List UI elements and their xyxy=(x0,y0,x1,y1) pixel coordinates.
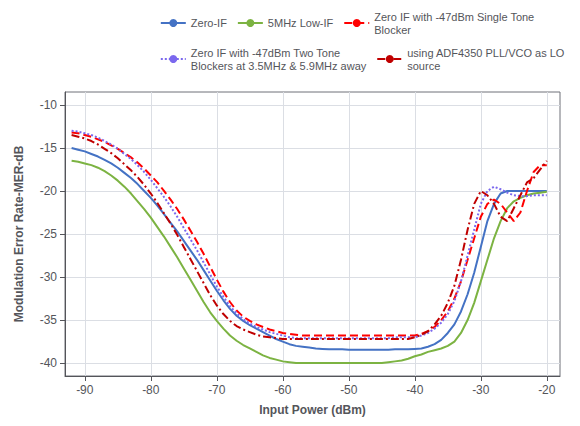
svg-text:Blockers at 3.5MHz & 5.9MHz aw: Blockers at 3.5MHz & 5.9MHz away xyxy=(191,60,367,72)
svg-text:-40: -40 xyxy=(406,383,424,397)
svg-text:-35: -35 xyxy=(40,313,58,327)
svg-text:-10: -10 xyxy=(40,98,58,112)
svg-text:Modulation Error Rate-MER-dB: Modulation Error Rate-MER-dB xyxy=(12,145,26,322)
svg-text:Zero-IF: Zero-IF xyxy=(191,17,227,29)
svg-text:-20: -20 xyxy=(40,184,58,198)
svg-text:source: source xyxy=(407,60,440,72)
svg-text:-15: -15 xyxy=(40,141,58,155)
svg-text:Zero IF with -47dBm Single Ton: Zero IF with -47dBm Single Tone xyxy=(374,11,534,23)
svg-text:-80: -80 xyxy=(142,383,160,397)
svg-text:using ADF4350 PLL/VCO as LO: using ADF4350 PLL/VCO as LO xyxy=(407,47,565,59)
svg-text:5MHz Low-IF: 5MHz Low-IF xyxy=(268,17,334,29)
svg-text:-20: -20 xyxy=(538,383,556,397)
svg-text:-50: -50 xyxy=(340,383,358,397)
svg-text:-60: -60 xyxy=(274,383,292,397)
svg-text:Blocker: Blocker xyxy=(374,24,411,36)
svg-text:-30: -30 xyxy=(472,383,490,397)
svg-text:-25: -25 xyxy=(40,227,58,241)
svg-text:Input Power (dBm): Input Power (dBm) xyxy=(259,403,366,417)
svg-text:-40: -40 xyxy=(40,356,58,370)
svg-text:-70: -70 xyxy=(208,383,226,397)
svg-text:-90: -90 xyxy=(76,383,94,397)
svg-text:Zero IF with -47dBm Two Tone: Zero IF with -47dBm Two Tone xyxy=(191,47,340,59)
svg-text:-30: -30 xyxy=(40,270,58,284)
